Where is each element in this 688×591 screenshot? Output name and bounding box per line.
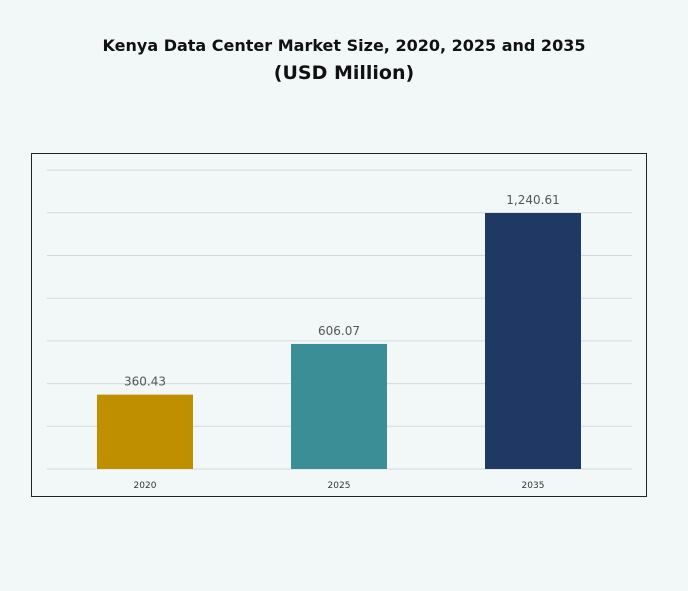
data-label-2020: 360.43	[124, 375, 166, 389]
data-label-2025: 606.07	[318, 324, 360, 338]
chart-title: Kenya Data Center Market Size, 2020, 202…	[102, 36, 586, 55]
bar-2025	[291, 343, 387, 469]
x-tick-label: 2035	[522, 481, 545, 491]
data-label-2035: 1,240.61	[506, 193, 559, 207]
bar-2035	[485, 213, 581, 469]
x-tick-label: 2020	[134, 481, 157, 491]
bar-2020	[97, 394, 193, 469]
chart-subtitle: (USD Million)	[273, 62, 415, 84]
x-tick-label: 2025	[328, 481, 351, 491]
